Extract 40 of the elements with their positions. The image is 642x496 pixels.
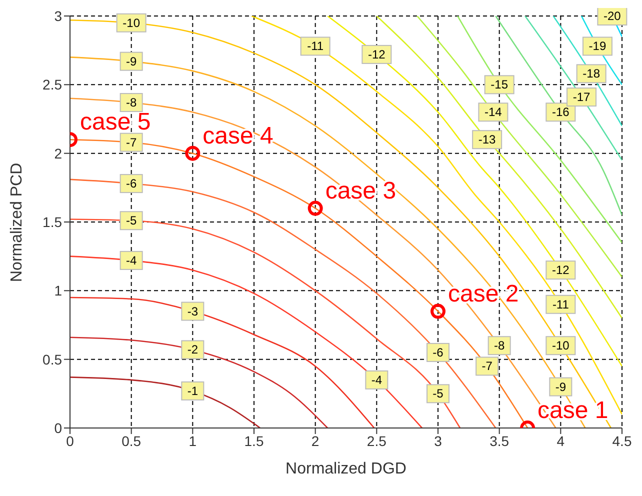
point — [185, 146, 200, 161]
x-tick-label: 2 — [311, 432, 320, 449]
y-axis-title: Normalized PCD — [8, 162, 26, 282]
point — [430, 304, 446, 319]
line-series — [70, 376, 261, 428]
series-label: -2 — [187, 342, 198, 357]
x-axis-title: Normalized DGD — [286, 460, 406, 478]
y-tick-label: 0.5 — [42, 351, 62, 368]
series-label: -4 — [126, 253, 137, 268]
point — [308, 200, 323, 216]
x-tick-label: 1 — [188, 432, 197, 449]
y-tick-label: 3 — [54, 8, 62, 24]
text: -6 — [126, 176, 137, 191]
y-tick-label: 2.5 — [42, 76, 62, 93]
series-label: -8 — [126, 96, 137, 110]
series-label: -7 — [126, 135, 137, 150]
x-tick-label: 0.5 — [122, 432, 142, 449]
y-tick-label: 2 — [54, 145, 62, 162]
text: -4 — [371, 372, 382, 387]
text: -7 — [482, 359, 492, 374]
x-tick-label: 4 — [556, 432, 565, 449]
series-label: -9 — [126, 54, 137, 68]
x-tick-label: 0 — [66, 432, 74, 449]
text: -9 — [555, 380, 566, 394]
y-tick-label: 1.5 — [42, 214, 62, 230]
series-label: -3 — [187, 304, 198, 318]
series-label: -5 — [432, 386, 444, 401]
x-tick-label: 1.5 — [244, 432, 264, 449]
y-tick-label: 0 — [54, 420, 62, 436]
y-tick-label: 1 — [54, 282, 62, 299]
x-tick-label: 3 — [434, 432, 442, 449]
text: -8 — [494, 338, 505, 353]
line-series — [70, 336, 328, 428]
x-tick-label: 4.5 — [612, 432, 632, 449]
text: -5 — [126, 214, 137, 228]
series-label: -1 — [187, 384, 198, 398]
annotation: case 5 — [80, 108, 151, 136]
series-label: -6 — [432, 345, 444, 360]
x-tick-label: 3.5 — [490, 432, 510, 449]
x-tick-label: 2.5 — [366, 432, 387, 449]
